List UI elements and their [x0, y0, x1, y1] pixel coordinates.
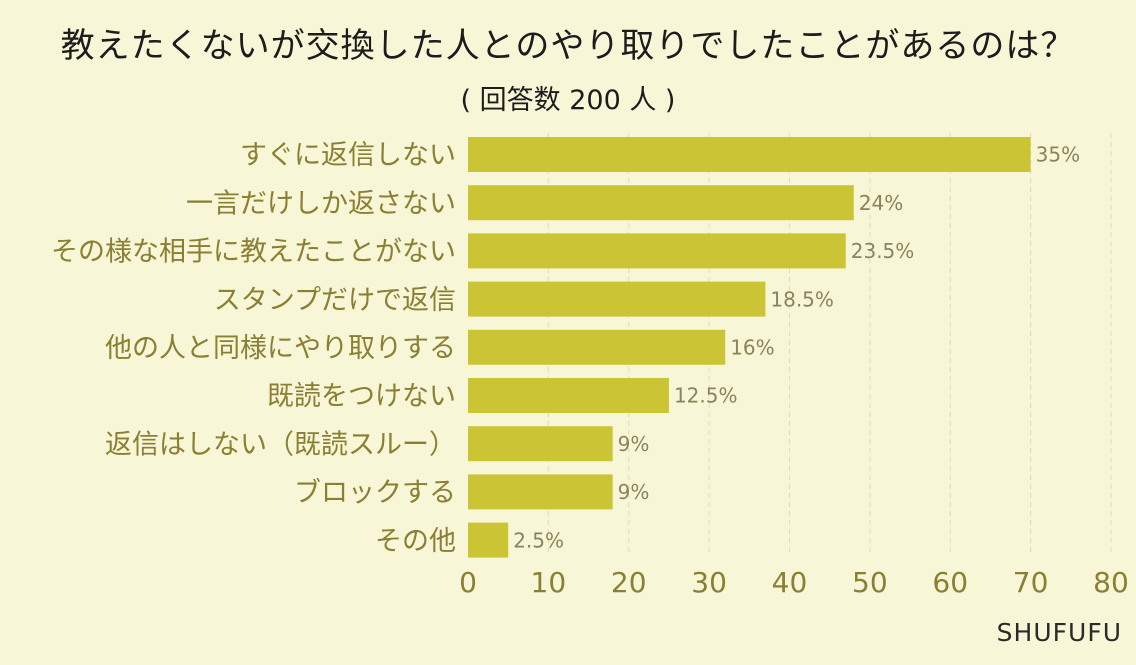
value-label: 12.5%: [674, 384, 738, 408]
category-label: 他の人と同様にやり取りする: [105, 333, 456, 364]
bar: [468, 281, 766, 317]
x-tick-label: 0: [459, 566, 477, 599]
category-label: 既読をつけない: [267, 381, 456, 412]
bar: [468, 233, 846, 269]
watermark-logo: SHUFUFU: [996, 618, 1122, 647]
bar: [468, 522, 509, 558]
bar: [468, 474, 613, 510]
category-label: その他: [375, 526, 456, 557]
value-label: 9%: [618, 480, 650, 504]
bar: [468, 329, 726, 365]
x-tick-label: 10: [531, 566, 567, 599]
value-label: 18.5%: [770, 287, 834, 311]
value-label: 9%: [618, 432, 650, 456]
category-label: 返信はしない（既読スルー）: [105, 429, 456, 460]
value-label: 16%: [730, 336, 774, 360]
bar: [468, 185, 854, 221]
bar: [468, 378, 669, 413]
x-tick-label: 20: [611, 566, 647, 599]
category-label: 一言だけしか返さない: [186, 188, 456, 219]
x-tick-label: 80: [1093, 566, 1129, 599]
chart-subtitle: ( 回答数 200 人 ): [460, 85, 676, 116]
x-tick-label: 40: [772, 566, 808, 599]
value-label: 24%: [859, 191, 903, 215]
x-tick-label: 60: [932, 566, 968, 599]
category-label: その様な相手に教えたことがない: [51, 237, 456, 268]
bar: [468, 426, 613, 462]
category-label: ブロックする: [294, 478, 456, 509]
x-tick-label: 70: [1013, 566, 1049, 599]
category-label: スタンプだけで返信: [214, 285, 456, 316]
bar: [468, 137, 1031, 172]
value-label: 35%: [1036, 143, 1080, 167]
x-tick-label: 50: [852, 566, 888, 599]
chart-title: 教えたくないが交換した人とのやり取りでしたことがあるのは？: [60, 26, 1076, 66]
x-tick-label: 30: [691, 566, 727, 599]
value-label: 23.5%: [851, 239, 915, 263]
value-label: 2.5%: [513, 528, 564, 552]
category-label: すぐに返信しない: [240, 140, 456, 171]
